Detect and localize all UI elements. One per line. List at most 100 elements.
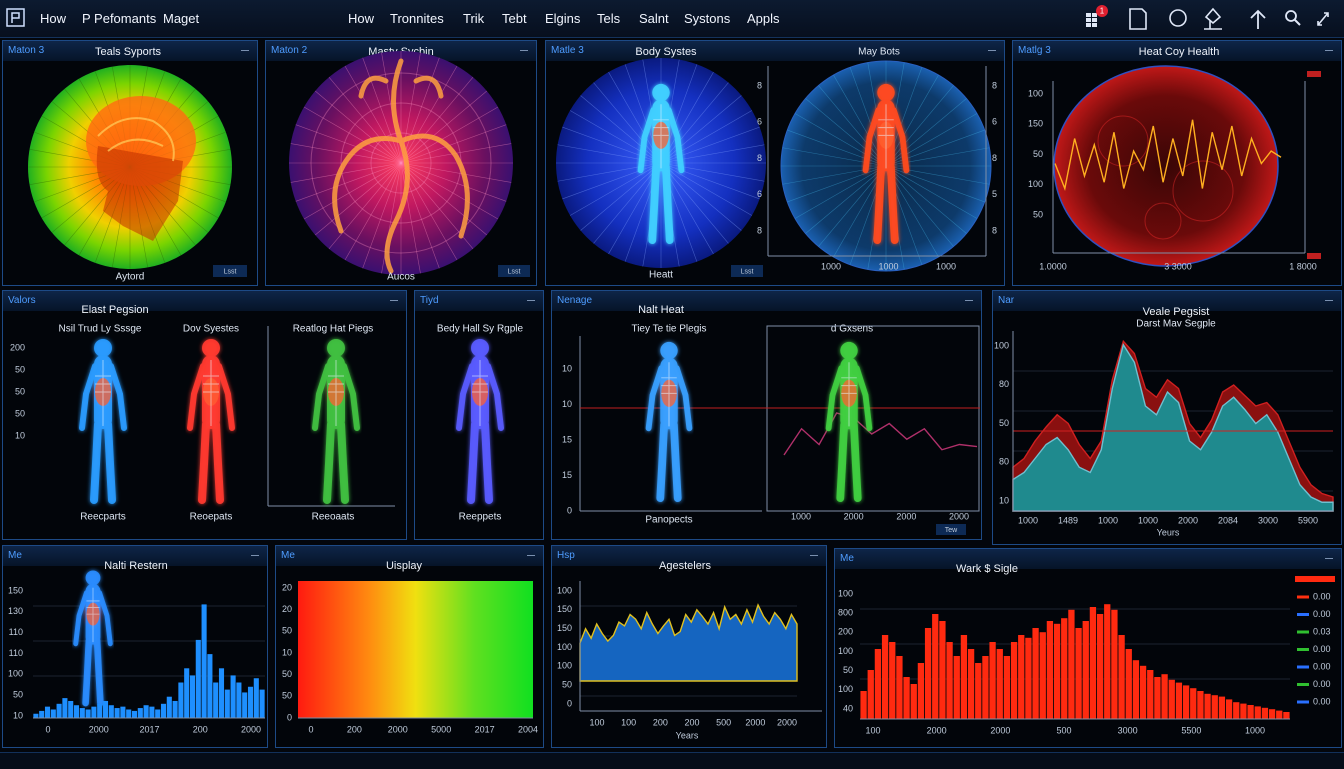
minimize[interactable] xyxy=(965,300,973,301)
legend-label: 0.03 xyxy=(1313,626,1331,636)
spoke xyxy=(400,77,474,164)
bar xyxy=(1233,702,1240,719)
nav-item[interactable]: Tels xyxy=(597,11,621,26)
panel-subtitle: Reatlog Hat Piegs xyxy=(293,324,374,335)
nav-item[interactable]: Tronnites xyxy=(390,11,444,26)
minimize[interactable] xyxy=(1325,558,1333,559)
y-tick-label: 20 xyxy=(282,582,292,592)
spoke xyxy=(400,90,487,164)
x-tick-label: 2000 xyxy=(844,511,864,521)
x-axis: 0 200 2000 5000 2017 2004 xyxy=(308,724,538,734)
panel-tag: Valors xyxy=(8,295,36,306)
y-tick-label: 100 xyxy=(8,669,23,679)
grid-icon[interactable] xyxy=(1086,13,1097,27)
y-tick-label: 8 xyxy=(757,80,762,90)
x-tick-label: 1000 xyxy=(936,261,956,271)
expand-icon[interactable] xyxy=(1317,12,1329,26)
y-tick-label: 6 xyxy=(757,189,762,199)
x-tick-label: 500 xyxy=(716,717,731,727)
chat-icon[interactable] xyxy=(1169,9,1187,27)
nav-item[interactable]: Appls xyxy=(747,11,780,26)
minimize[interactable] xyxy=(988,50,996,51)
minimize[interactable] xyxy=(810,555,818,556)
bar xyxy=(881,635,889,719)
bar xyxy=(1168,679,1175,719)
nav-item[interactable]: Trik xyxy=(463,11,485,26)
button[interactable] xyxy=(731,265,763,277)
body-figure xyxy=(649,342,690,498)
panel-tag: Nenage xyxy=(557,295,593,306)
panel-tag: Hsp xyxy=(557,550,575,561)
bar xyxy=(1104,604,1111,719)
up-icon[interactable] xyxy=(1250,9,1266,29)
panel-body: Uisplay 20 20 50 10 50 50 0 0 200 2000 5000 2017 20… xyxy=(282,560,538,734)
button-label[interactable]: Lsst xyxy=(741,268,754,275)
minimize[interactable] xyxy=(1325,300,1333,301)
bar xyxy=(1139,665,1147,719)
caption: Panopects xyxy=(645,515,692,526)
spoke xyxy=(562,162,662,200)
bar xyxy=(1132,660,1140,719)
panel-tag: Maton 3 xyxy=(8,45,45,56)
bar xyxy=(1025,637,1032,719)
panel-body: Heat Coy Health 100 150 50 100 50 1.0000 3 30… xyxy=(1028,46,1321,271)
nav-item[interactable]: How xyxy=(348,11,375,26)
minimize[interactable] xyxy=(251,555,259,556)
spokes xyxy=(781,61,991,271)
spoke xyxy=(660,82,729,164)
spoke xyxy=(362,57,402,164)
panel-subtitle: Tiey Te tie Plegis xyxy=(631,324,706,335)
spoke xyxy=(290,162,402,183)
x-tick-label: 100 xyxy=(621,717,636,727)
minimize[interactable] xyxy=(241,50,249,51)
button[interactable] xyxy=(498,265,530,277)
user-icon[interactable] xyxy=(1204,7,1222,30)
button-label[interactable]: Lsst xyxy=(508,268,521,275)
minimize[interactable] xyxy=(527,555,535,556)
minimize[interactable] xyxy=(527,300,535,301)
button-label[interactable]: Lsst xyxy=(224,268,237,275)
panel: Maton 3 Teals Syports Aytord Lsst xyxy=(2,40,258,286)
bar xyxy=(860,691,867,719)
x-tick-label: 5500 xyxy=(1181,725,1201,735)
panel-tag: Me xyxy=(840,553,854,564)
minimize[interactable] xyxy=(520,50,528,51)
bar xyxy=(50,709,56,718)
bar xyxy=(1268,709,1276,719)
panel-header: Valors xyxy=(3,291,406,311)
nav-item[interactable]: How xyxy=(40,11,67,26)
minimize[interactable] xyxy=(390,300,398,301)
x-axis: 1000 1489 1000 1000 2000 2084 3000 5900 xyxy=(1018,515,1318,525)
panel-body: Wark $ Sigle 100 800 200 100 50 100 40 100 2000… xyxy=(838,563,1335,735)
y-tick-label: 50 xyxy=(282,691,292,701)
bar xyxy=(230,675,236,718)
nav-item[interactable]: Maget xyxy=(163,11,200,26)
bar xyxy=(201,604,207,718)
minimize[interactable] xyxy=(1325,50,1333,51)
spoke xyxy=(660,162,742,231)
nav-item[interactable]: Salnt xyxy=(639,11,669,26)
panel-subtitle: d Gxsens xyxy=(831,324,873,335)
panel-body: Nalti Restern 150 130 110 110 100 50 10 0 2000 2… xyxy=(8,560,265,734)
bar xyxy=(896,656,903,719)
y-tick-label: 100 xyxy=(838,684,853,694)
bar xyxy=(1175,682,1183,719)
nav-item[interactable]: Elgins xyxy=(545,11,581,26)
bar xyxy=(160,703,167,718)
app-icon[interactable] xyxy=(6,8,26,28)
y-tick-label: 0 xyxy=(567,505,572,515)
button-label[interactable]: Tew xyxy=(945,527,958,534)
y-tick-label: 10 xyxy=(15,430,25,440)
button[interactable] xyxy=(936,524,966,535)
doc-icon[interactable] xyxy=(1129,8,1147,30)
panel: Matlg 3 Heat Coy Health 100 150 50 100 50 1.… xyxy=(1012,40,1342,286)
nav-item[interactable]: P Pefomants xyxy=(82,11,157,26)
legend-swatch xyxy=(1307,71,1321,77)
button[interactable] xyxy=(213,265,247,277)
nav-item[interactable]: Systons xyxy=(684,11,731,26)
x-tick-label: 2000 xyxy=(89,724,109,734)
panel-header: Me xyxy=(835,549,1341,569)
search-icon[interactable] xyxy=(1285,10,1297,22)
nav-item[interactable]: Tebt xyxy=(502,11,527,26)
